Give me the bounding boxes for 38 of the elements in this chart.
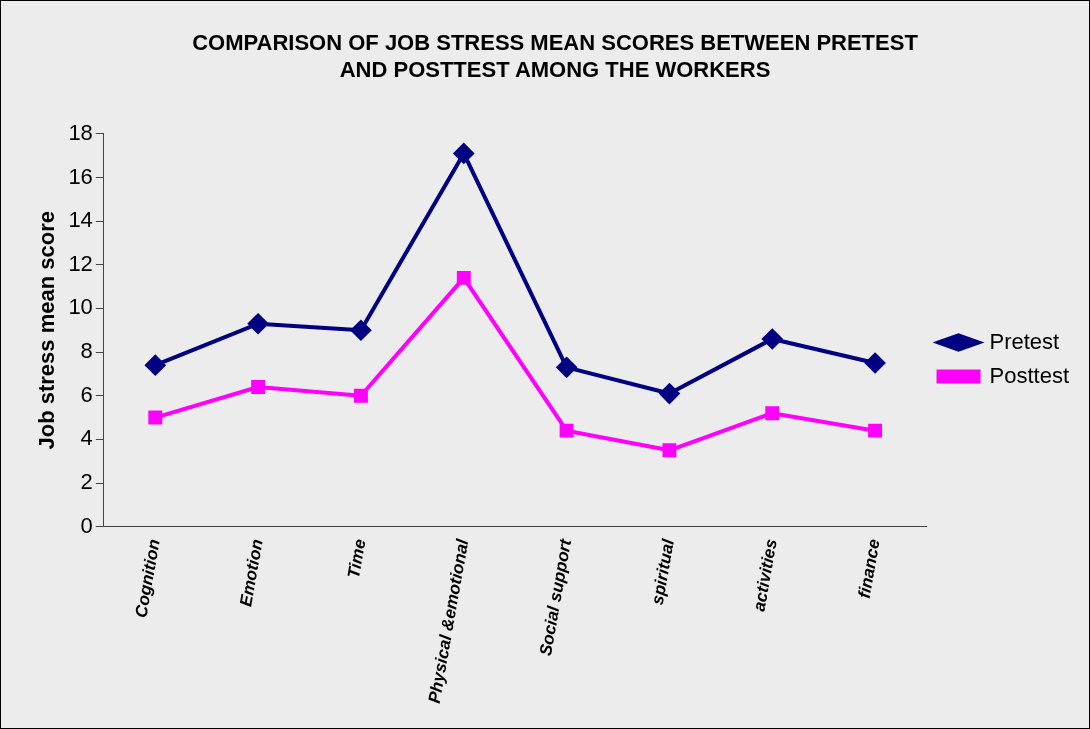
- point: [765, 406, 780, 421]
- y-tick-label: 12: [68, 250, 93, 276]
- point: [251, 380, 266, 394]
- point: [350, 320, 371, 341]
- x-tick-label: Physical &emotional: [424, 536, 473, 705]
- y-tick-label: 6: [80, 381, 93, 407]
- point: [868, 423, 883, 438]
- x-tick-label: spiritual: [647, 536, 679, 607]
- y-tick-label: 2: [80, 469, 93, 495]
- y-tick-label: 18: [68, 119, 93, 145]
- point: [865, 353, 886, 373]
- y-axis-title: Job stress mean score: [34, 211, 60, 450]
- legend-label: Pretest: [989, 328, 1060, 354]
- x-tick-label: Emotion: [236, 537, 267, 608]
- chart-title: COMPARISON OF JOB STRESS MEAN SCORES BETWEEN PRETEST AND POSTTEST AMONG THE WORKERS: [192, 30, 919, 82]
- y-tick-label: 0: [80, 512, 93, 538]
- point: [559, 423, 574, 438]
- y-tick-label: 8: [80, 338, 93, 364]
- y-tick-label: 10: [68, 294, 93, 320]
- point: [145, 355, 166, 376]
- point: [354, 388, 368, 403]
- point: [659, 383, 680, 404]
- y-tick-label: 4: [80, 425, 93, 451]
- x-tick-label: Time: [343, 537, 370, 580]
- legend-label: Posttest: [989, 362, 1069, 388]
- y-tick-label: 14: [68, 207, 93, 233]
- point: [556, 357, 577, 378]
- point: [762, 328, 783, 349]
- y-tick-label: 16: [68, 163, 93, 189]
- x-tick-label: Social support: [535, 536, 576, 658]
- point: [456, 270, 471, 285]
- point: [248, 313, 269, 334]
- point: [148, 410, 163, 425]
- x-tick-label: finance: [854, 537, 884, 600]
- x-tick-label: activities: [749, 537, 781, 613]
- x-tick-label: Cognition: [131, 537, 164, 620]
- point: [662, 443, 677, 458]
- point: [453, 143, 474, 164]
